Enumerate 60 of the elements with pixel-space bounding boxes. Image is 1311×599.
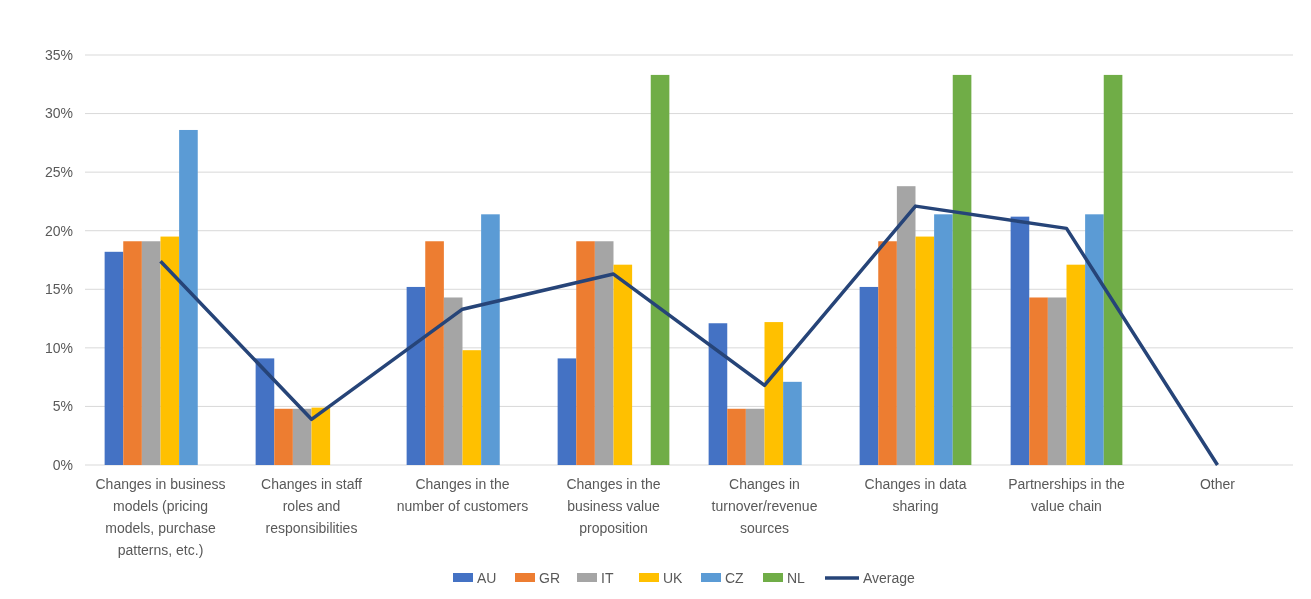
bar [727,408,746,465]
bar [160,236,180,465]
bar [1029,297,1048,465]
bar [613,264,633,465]
legend-label: NL [787,570,806,586]
bar [1103,74,1123,465]
legend-label: AU [477,570,497,586]
legend-label: GR [539,570,560,586]
bar [443,297,463,465]
x-tick-label: Changes in turnover/revenue sources [711,476,818,536]
bar [481,214,500,465]
x-tick-label: Partnerships in the value chain [1008,476,1126,514]
legend-label: Average [863,570,916,586]
bar [708,323,728,465]
bar [896,186,916,465]
bar [179,129,198,465]
bar [406,286,426,465]
legend-label: CZ [725,570,745,586]
y-tick-label: 25% [44,164,73,181]
y-tick-label: 30% [44,105,73,122]
bar [594,241,614,465]
bar [1047,297,1067,465]
x-tick-label: Changes in data sharing [864,476,967,514]
y-tick-label: 35% [44,46,73,63]
y-tick-label: 15% [44,281,73,298]
y-tick-label: 0% [52,456,73,473]
bar [783,381,802,465]
bar [274,408,293,465]
bar [292,408,312,465]
y-tick-label: 10% [44,339,73,356]
line-series [158,204,1220,467]
bar [745,408,765,465]
bar [878,241,897,465]
bar [104,251,124,465]
bar [1085,214,1104,465]
bar [934,214,953,465]
bar [1066,264,1086,465]
bar [462,350,482,465]
bar [576,241,595,465]
bar [915,236,935,465]
legend-label: IT [601,570,614,586]
bar [1010,216,1030,465]
x-tick-label: Changes in the number of customers [396,476,529,514]
y-tick-label: 5% [52,398,73,415]
x-tick-label: Other [1199,476,1236,492]
bar [952,74,972,465]
x-tick-label: Changes in staff roles and responsibilities [261,476,363,536]
legend-label: UK [663,570,684,586]
bar [557,358,577,465]
bar [764,322,784,465]
bar [311,407,331,465]
bar [859,286,879,465]
x-tick-label: Changes in business models (pricing models, purchase patterns, etc.) [95,476,226,558]
bar [425,241,444,465]
y-tick-label: 20% [44,222,73,239]
bar [141,241,161,465]
bar [123,241,142,465]
x-tick-label: Changes in the business value proposition [566,476,661,536]
bar [255,358,275,465]
bar [650,74,670,465]
